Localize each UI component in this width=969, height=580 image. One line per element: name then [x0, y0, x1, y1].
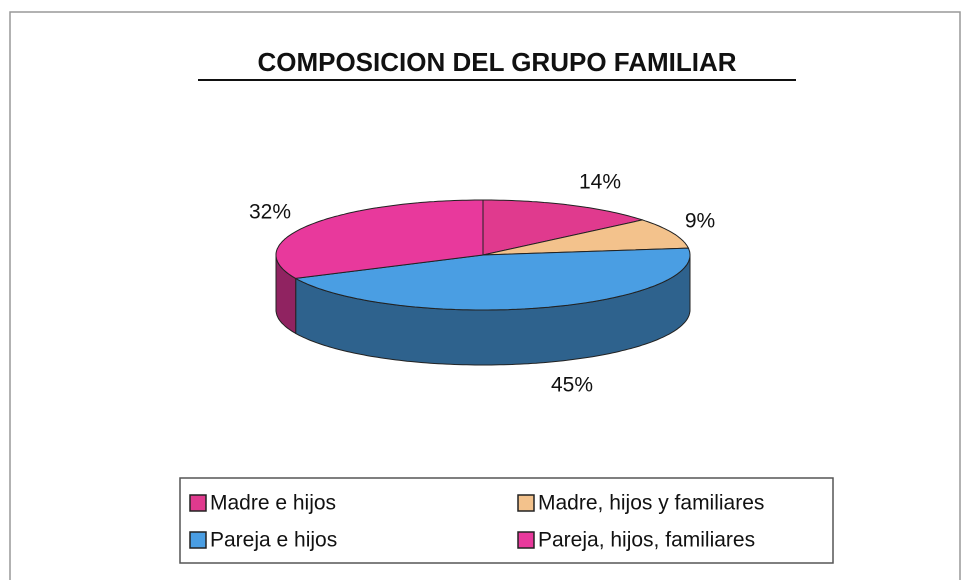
slice	[294, 247, 691, 311]
slice	[482, 219, 690, 256]
chart-title: COMPOSICION DEL GRUPO FAMILIAR	[257, 47, 736, 77]
data-label: 32%	[249, 201, 291, 224]
legend-swatch	[189, 531, 207, 549]
data-label: 14%	[579, 171, 621, 194]
data-label: 9%	[685, 210, 715, 233]
legend-swatch	[517, 531, 535, 549]
legend-swatch	[517, 494, 535, 512]
legend-label: Madre e hijos	[210, 492, 336, 515]
legend-label: Pareja e hijos	[210, 529, 337, 552]
data-label: 45%	[551, 374, 593, 397]
legend-label: Madre, hijos y familiares	[538, 492, 764, 515]
slice	[275, 199, 484, 279]
legend-label: Pareja, hijos, familiares	[538, 529, 755, 552]
slice	[482, 199, 643, 256]
legend-box	[179, 477, 834, 564]
legend-swatch	[189, 494, 207, 512]
